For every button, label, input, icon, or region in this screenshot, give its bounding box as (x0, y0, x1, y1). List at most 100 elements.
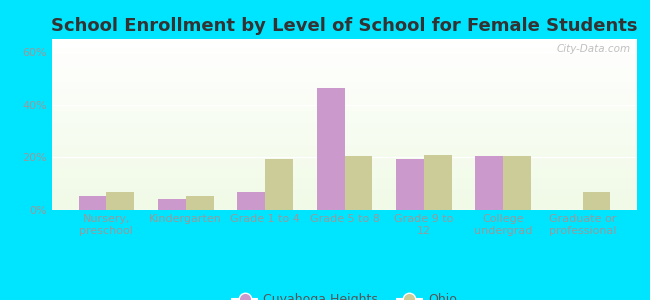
Bar (52, 76, 637, 78)
Bar (52, 58, 637, 59)
Bar (52, 39, 637, 41)
Bar (52, 178, 637, 179)
Bar (52, 159, 637, 161)
Bar (52, 124, 637, 126)
Bar (52, 205, 637, 207)
Bar (52, 142, 637, 143)
Bar (52, 41, 637, 42)
Bar (79, 196, 107, 210)
Bar (52, 119, 637, 121)
Bar (52, 59, 637, 61)
Bar (52, 147, 637, 148)
Bar (503, 156, 531, 210)
Bar (52, 49, 637, 51)
Bar (52, 82, 637, 83)
Bar (52, 203, 637, 205)
Bar (582, 192, 610, 210)
Bar (52, 94, 637, 95)
Bar (52, 100, 637, 102)
Bar (52, 166, 637, 167)
Bar (52, 121, 637, 123)
Bar (317, 88, 345, 210)
Bar (52, 71, 637, 73)
Bar (52, 70, 637, 71)
Bar (52, 131, 637, 133)
Bar (52, 172, 637, 174)
Bar (52, 133, 637, 135)
Bar (52, 155, 637, 157)
Bar (52, 162, 637, 164)
Bar (475, 156, 503, 210)
Bar (52, 78, 637, 80)
Bar (52, 148, 637, 150)
Bar (52, 46, 637, 47)
Bar (52, 53, 637, 54)
Bar (52, 118, 637, 119)
Bar (52, 116, 637, 118)
Bar (52, 68, 637, 70)
Bar (52, 102, 637, 104)
Bar (52, 130, 637, 131)
Bar (52, 73, 637, 75)
Bar (52, 186, 637, 188)
Bar (52, 95, 637, 97)
Bar (52, 195, 637, 196)
Bar (52, 42, 637, 44)
Text: City-Data.com: City-Data.com (557, 44, 631, 54)
Bar (52, 207, 637, 208)
Bar (52, 64, 637, 66)
Bar (52, 184, 637, 186)
Bar (52, 198, 637, 200)
Title: School Enrollment by Level of School for Female Students: School Enrollment by Level of School for… (51, 17, 638, 35)
Bar (52, 66, 637, 68)
Bar (52, 90, 637, 92)
Bar (52, 123, 637, 124)
Bar (52, 48, 637, 49)
Bar (52, 97, 637, 99)
Bar (52, 111, 637, 112)
Bar (52, 183, 637, 184)
Bar (396, 159, 424, 210)
Bar (52, 88, 637, 90)
Bar (52, 176, 637, 178)
Bar (52, 196, 637, 198)
Bar (52, 200, 637, 202)
Bar (52, 63, 637, 65)
Bar (265, 159, 293, 210)
Bar (52, 154, 637, 155)
Bar (52, 167, 637, 169)
Bar (52, 164, 637, 166)
Bar (52, 208, 637, 210)
Bar (52, 126, 637, 128)
Bar (52, 160, 637, 162)
Bar (52, 143, 637, 145)
Bar (52, 128, 637, 130)
Bar (52, 191, 637, 193)
Bar (52, 193, 637, 195)
Bar (52, 114, 637, 116)
Bar (52, 135, 637, 137)
Bar (52, 83, 637, 85)
Bar (52, 61, 637, 63)
Bar (52, 80, 637, 82)
Bar (52, 107, 637, 109)
Bar (52, 171, 637, 172)
Bar (52, 75, 637, 76)
Bar (52, 174, 637, 176)
Bar (52, 190, 637, 191)
Bar (52, 106, 637, 107)
Bar (344, 156, 372, 210)
Bar (52, 104, 637, 106)
Bar (186, 196, 214, 210)
Bar (52, 188, 637, 190)
Bar (52, 51, 637, 53)
Bar (52, 138, 637, 140)
Bar (52, 152, 637, 154)
Bar (52, 181, 637, 183)
Bar (52, 44, 637, 46)
Bar (52, 145, 637, 147)
Legend: Cuyahoga Heights, Ohio: Cuyahoga Heights, Ohio (227, 288, 462, 300)
Bar (52, 140, 637, 142)
Bar (52, 169, 637, 171)
Bar (52, 99, 637, 100)
